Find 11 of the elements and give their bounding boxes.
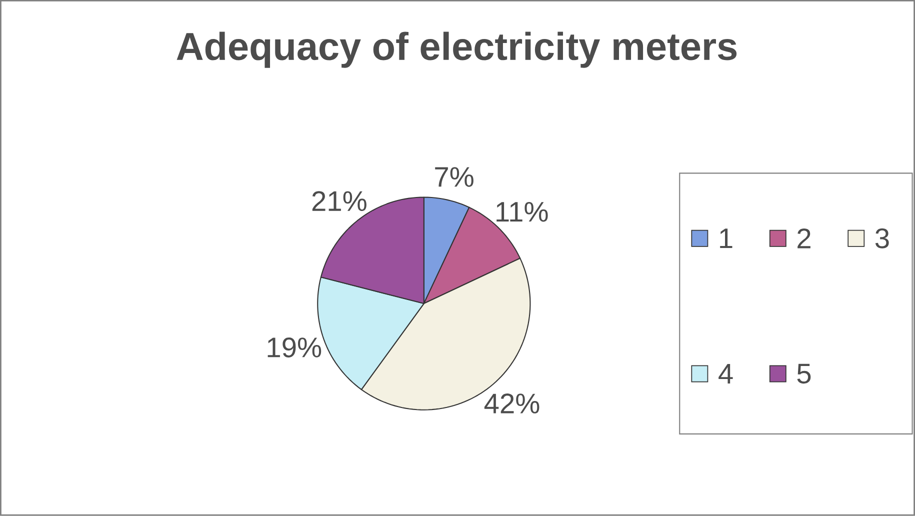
legend-label: 4 — [718, 364, 733, 384]
legend-label: 1 — [720, 228, 732, 248]
data-label: 7% — [435, 167, 474, 187]
data-label: 11% — [496, 202, 548, 222]
legend-label: 2 — [798, 228, 810, 248]
chart-title: Adequacy of electricity meters — [176, 32, 737, 68]
data-label: 19% — [268, 338, 322, 358]
data-label: 42% — [484, 394, 540, 414]
legend-label: 3 — [875, 228, 889, 248]
data-label: 21% — [312, 191, 366, 212]
legend-label: 5 — [797, 364, 811, 384]
